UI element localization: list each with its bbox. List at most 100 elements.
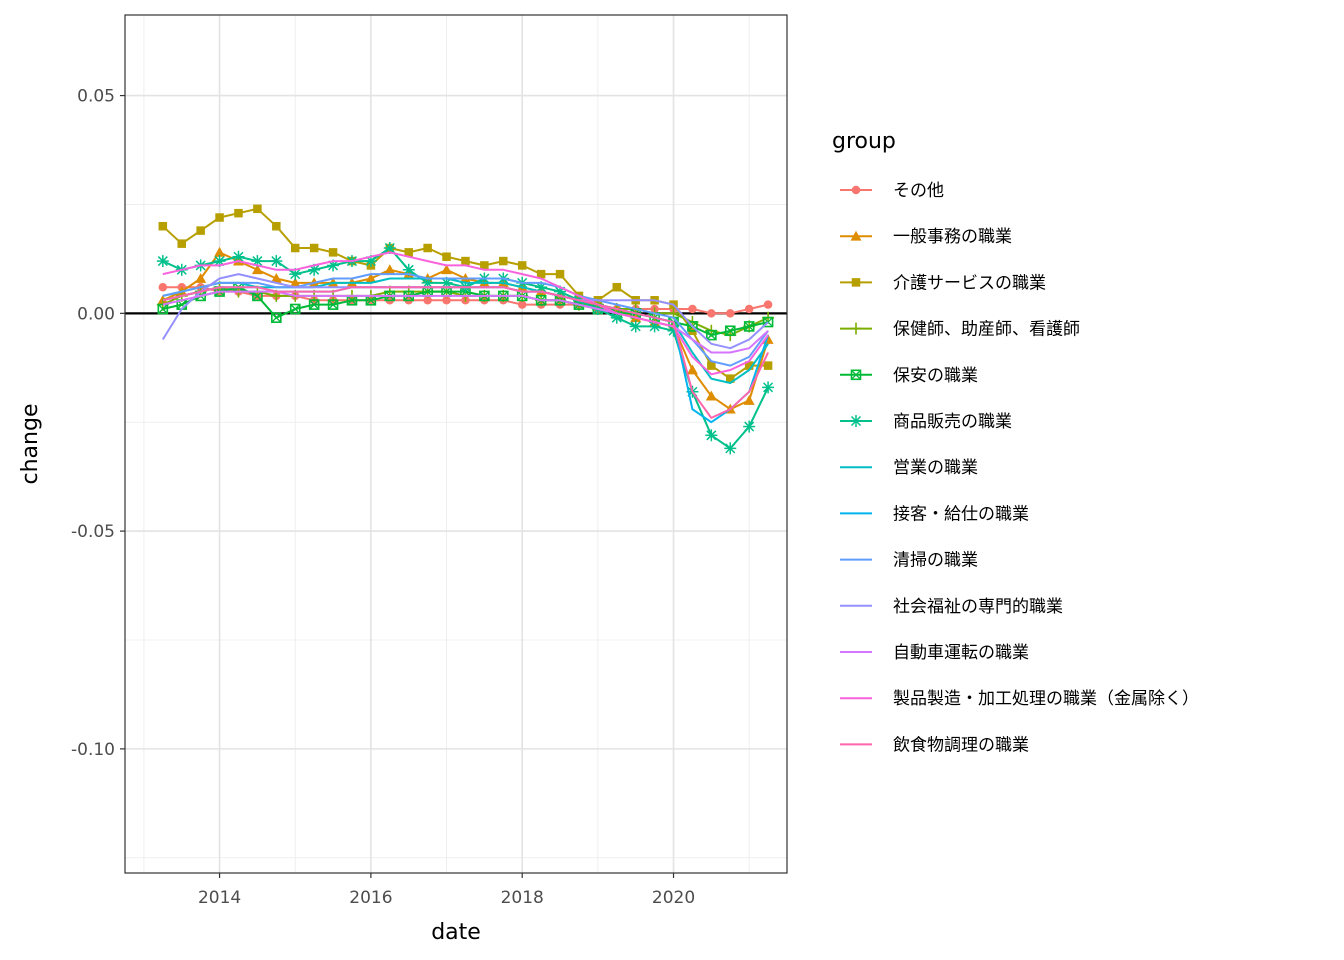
panel-background — [125, 15, 787, 873]
square-x-marker-diag — [176, 299, 187, 310]
square-x-marker-diag — [328, 299, 339, 310]
square-marker — [499, 256, 508, 266]
asterisk-marker — [233, 251, 244, 262]
square-marker — [536, 269, 546, 279]
square-marker — [555, 269, 565, 279]
legend-item: 商品販売の職業 — [840, 412, 1012, 432]
triangle-marker — [705, 390, 717, 401]
legend-label: その他 — [893, 181, 944, 201]
panel-border — [124, 14, 788, 874]
square-marker — [744, 361, 754, 370]
legend-item: 保安の職業 — [840, 366, 978, 386]
legend-item: 営業の職業 — [840, 458, 978, 478]
triangle-marker — [195, 272, 207, 283]
y-axis-title: change — [18, 404, 43, 485]
square-x-marker-diag — [347, 295, 357, 306]
asterisk-marker — [309, 264, 320, 275]
legend-label: 商品販売の職業 — [893, 412, 1012, 432]
circle-marker — [517, 300, 527, 309]
legend-item: 自動車運転の職業 — [840, 643, 1029, 663]
legend-label: 自動車運転の職業 — [893, 643, 1029, 663]
square-x-marker — [850, 369, 862, 381]
square-x-marker-diag — [365, 295, 376, 306]
square-marker — [612, 282, 622, 292]
circle-marker — [744, 304, 754, 314]
y-axis-ticks: 0.05 0.00 -0.05 -0.10 — [71, 87, 125, 760]
asterisk-marker — [763, 382, 774, 393]
asterisk-marker — [850, 415, 862, 427]
triangle-marker — [251, 264, 263, 275]
square-marker — [517, 261, 527, 270]
legend-label: 保健師、助産師、看護師 — [893, 320, 1080, 340]
triangle-marker — [289, 277, 301, 288]
legend-item: 一般事務の職業 — [840, 227, 1012, 247]
square-x-marker-diag — [725, 325, 736, 336]
square-x-marker-diag — [744, 321, 755, 332]
y-tick-label: 0.00 — [77, 304, 115, 324]
legend: その他一般事務の職業介護サービスの職業保健師、助産師、看護師保安の職業商品販売の… — [840, 181, 1199, 755]
asterisk-marker — [422, 277, 433, 288]
asterisk-marker — [157, 256, 168, 267]
square-marker — [253, 204, 262, 214]
asterisk-marker — [290, 269, 301, 280]
square-x-marker — [308, 299, 320, 310]
legend-item: その他 — [840, 181, 944, 201]
square-x-marker-diag — [851, 369, 861, 380]
series — [162, 286, 770, 419]
legend-label: 清掃の職業 — [893, 551, 978, 571]
x-tick-label: 2018 — [501, 888, 544, 908]
legend-item: 製品製造・加工処理の職業（金属除く） — [840, 689, 1199, 709]
square-marker — [158, 221, 168, 231]
legend-item: 保健師、助産師、看護師 — [840, 320, 1080, 340]
triangle-marker — [441, 264, 453, 275]
square-x-marker — [271, 312, 282, 323]
legend-label: 介護サービスの職業 — [893, 273, 1046, 293]
legend-item: 社会福祉の専門的職業 — [840, 597, 1063, 617]
x-tick-label: 2014 — [198, 888, 241, 908]
y-tick-label: 0.05 — [77, 87, 115, 107]
square-marker — [215, 213, 224, 222]
circle-marker — [851, 185, 861, 195]
legend-label: 営業の職業 — [893, 458, 978, 478]
square-marker — [442, 252, 451, 261]
square-x-marker — [724, 325, 736, 337]
legend-item: 飲食物調理の職業 — [840, 735, 1029, 755]
x-tick-label: 2016 — [349, 888, 392, 908]
y-tick-label: -0.05 — [71, 522, 115, 542]
legend-label: 製品製造・加工処理の職業（金属除く） — [893, 689, 1199, 709]
major-grid — [125, 15, 787, 873]
square-marker — [404, 248, 413, 257]
circle-marker — [726, 309, 735, 318]
square-x-marker-diag — [706, 330, 717, 341]
triangle-marker — [365, 272, 377, 283]
square-x-marker-diag — [422, 286, 433, 297]
square-marker — [290, 243, 300, 253]
square-x-marker-diag — [271, 312, 282, 323]
square-x-marker — [762, 316, 774, 328]
square-marker — [763, 361, 773, 370]
series — [162, 251, 769, 376]
series-line — [162, 273, 769, 367]
square-x-marker — [687, 321, 698, 332]
square-marker — [272, 221, 281, 231]
square-x-marker-diag — [309, 299, 320, 310]
square-marker — [234, 208, 243, 218]
square-x-marker-diag — [441, 286, 452, 297]
square-marker — [328, 248, 338, 257]
x-tick-label: 2020 — [652, 888, 695, 908]
legend-title: group — [832, 129, 896, 154]
legend-label: 接客・給仕の職業 — [893, 504, 1029, 524]
square-marker — [480, 261, 489, 270]
square-x-marker-diag — [290, 304, 301, 314]
asterisk-marker — [214, 256, 225, 267]
triangle-marker — [384, 264, 396, 275]
square-x-marker — [706, 329, 717, 341]
legend-label: 飲食物調理の職業 — [893, 735, 1029, 755]
square-x-marker — [743, 321, 755, 332]
square-x-marker-diag — [252, 290, 263, 301]
square-x-marker — [327, 299, 339, 310]
square-marker — [423, 243, 432, 253]
square-marker — [461, 256, 470, 266]
y-tick-label: -0.10 — [71, 740, 115, 760]
